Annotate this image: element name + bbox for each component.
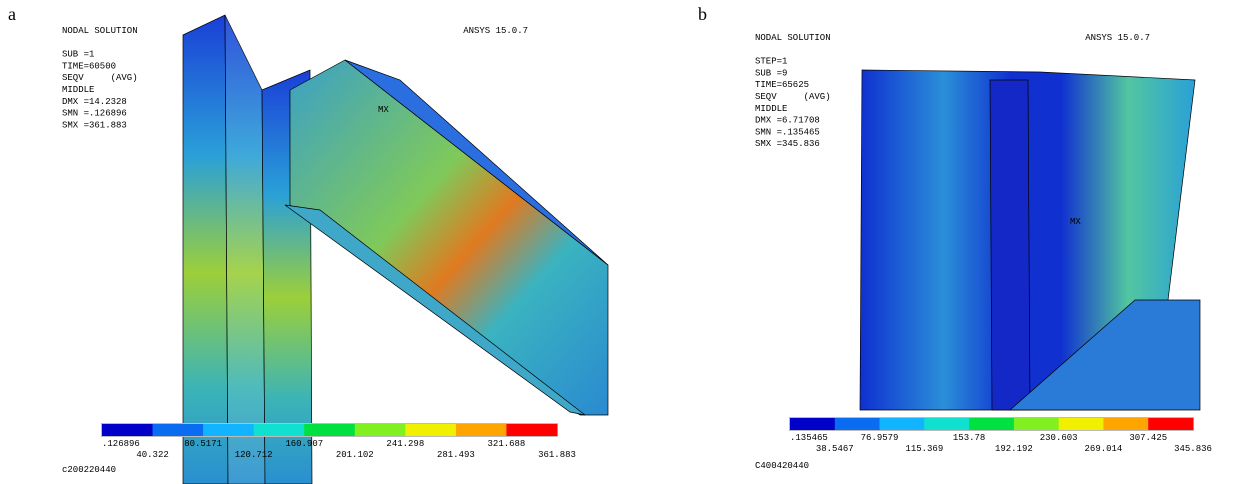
colorbar-swatch: [879, 418, 925, 430]
colorbar-label: 269.014: [1085, 444, 1123, 454]
colorbar-label: 153.78: [953, 433, 985, 443]
colorbar-label: 160.907: [285, 439, 323, 449]
panel-label: b: [698, 4, 707, 24]
colorbar-label: 201.102: [336, 450, 374, 460]
header-line: NODAL SOLUTION: [62, 26, 138, 36]
colorbar-label: 80.5171: [184, 439, 222, 449]
colorbar-label: 40.322: [136, 450, 168, 460]
version: ANSYS 15.0.7: [1085, 33, 1150, 43]
colorbar-swatch: [304, 424, 356, 436]
header-line: SEQV (AVG): [755, 92, 831, 102]
header-line: SEQV (AVG): [62, 73, 138, 83]
colorbar-swatch: [924, 418, 970, 430]
colorbar-swatch: [152, 424, 204, 436]
colorbar-label: 321.688: [488, 439, 526, 449]
colorbar-swatch: [253, 424, 305, 436]
header-line: NODAL SOLUTION: [755, 33, 831, 43]
colorbar-swatch: [834, 418, 880, 430]
max-marker: MX: [1070, 217, 1081, 227]
colorbar-label: 307.425: [1129, 433, 1167, 443]
header-line: DMX =6.71708: [755, 116, 820, 126]
colorbar-swatch: [102, 424, 153, 436]
header-line: SMX =345.836: [755, 139, 820, 149]
header-line: SMN =.135465: [755, 127, 820, 137]
header-line: DMX =14.2328: [62, 97, 127, 107]
colorbar-label: .126896: [102, 439, 140, 449]
colorbar-label: 38.5467: [816, 444, 854, 454]
colorbar-swatch: [969, 418, 1015, 430]
colorbar-swatch: [203, 424, 254, 436]
colorbar-label: 345.836: [1174, 444, 1212, 454]
header-line: SMN =.126896: [62, 109, 127, 119]
colorbar-label: 241.298: [386, 439, 424, 449]
colorbar-swatch: [1103, 418, 1149, 430]
colorbar-swatch: [1013, 418, 1059, 430]
colorbar-swatch: [1058, 418, 1104, 430]
colorbar-swatch: [790, 418, 836, 430]
panel-label: a: [8, 4, 16, 24]
header-line: MIDDLE: [62, 85, 94, 95]
colorbar-swatch: [354, 424, 406, 436]
version: ANSYS 15.0.7: [463, 26, 528, 36]
footer-code: c200220440: [62, 465, 116, 475]
colorbar-swatch: [1148, 418, 1194, 430]
colorbar-label: 230.603: [1040, 433, 1078, 443]
colorbar-label: 361.883: [538, 450, 576, 460]
colorbar-swatch: [506, 424, 558, 436]
header-line: STEP=1: [755, 57, 787, 67]
header-line: MIDDLE: [755, 104, 787, 114]
colorbar-label: 115.369: [905, 444, 943, 454]
header-line: SUB =9: [755, 68, 787, 78]
colorbar-swatch: [405, 424, 457, 436]
colorbar-label: 192.192: [995, 444, 1033, 454]
header-line: SMX =361.883: [62, 120, 127, 130]
footer-code: C400420440: [755, 461, 809, 471]
model-b: [859, 69, 1201, 411]
header-line: SUB =1: [62, 50, 94, 60]
colorbar-label: 120.712: [235, 450, 273, 460]
max-marker: MX: [378, 105, 389, 115]
model-a: [182, 14, 609, 484]
colorbar-label: 281.493: [437, 450, 475, 460]
colorbar-label: .135465: [790, 433, 828, 443]
colorbar-swatch: [455, 424, 507, 436]
colorbar-label: 76.9579: [861, 433, 899, 443]
header-line: TIME=65625: [755, 80, 809, 90]
header-line: TIME=60500: [62, 61, 116, 71]
